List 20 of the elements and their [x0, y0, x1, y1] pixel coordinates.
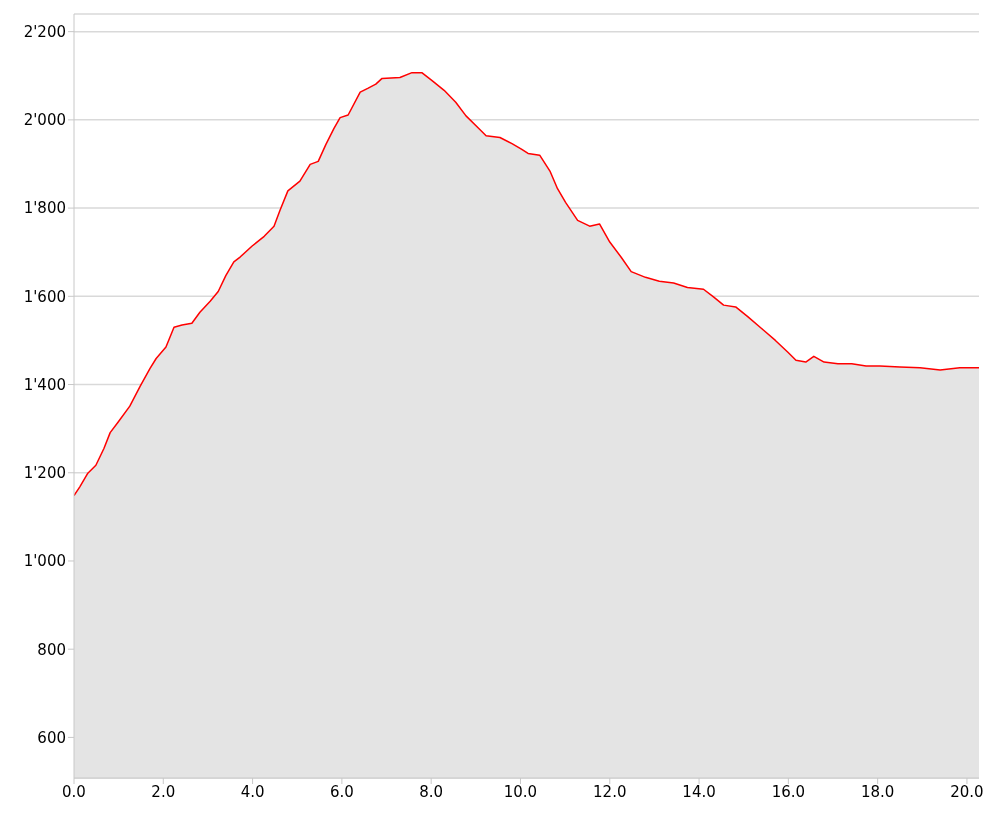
y-tick-label: 800: [37, 640, 66, 659]
y-tick-label: 2'000: [23, 111, 66, 130]
y-tick-label: 1'200: [23, 464, 66, 483]
x-tick-label: 0.0: [62, 782, 86, 801]
y-tick-label: 1'400: [23, 375, 66, 394]
x-tick-label: 10.0: [503, 782, 538, 801]
x-tick-label: 4.0: [240, 782, 265, 801]
x-tick-label: 16.0: [771, 782, 806, 801]
x-tick-label: 12.0: [593, 782, 627, 801]
x-tick-label: 14.0: [682, 782, 716, 801]
x-tick-label: 20.0: [950, 782, 984, 801]
x-tick-label: 6.0: [329, 782, 354, 801]
y-tick-label: 2'200: [23, 22, 66, 41]
y-tick-label: 1'000: [23, 552, 66, 571]
x-tick-label: 18.0: [860, 782, 895, 801]
y-tick-label: 1'800: [23, 199, 66, 218]
x-tick-label: 8.0: [419, 782, 444, 801]
y-tick-label: 1'600: [23, 287, 66, 306]
x-tick-label: 2.0: [151, 782, 176, 801]
y-tick-label: 600: [37, 728, 66, 747]
